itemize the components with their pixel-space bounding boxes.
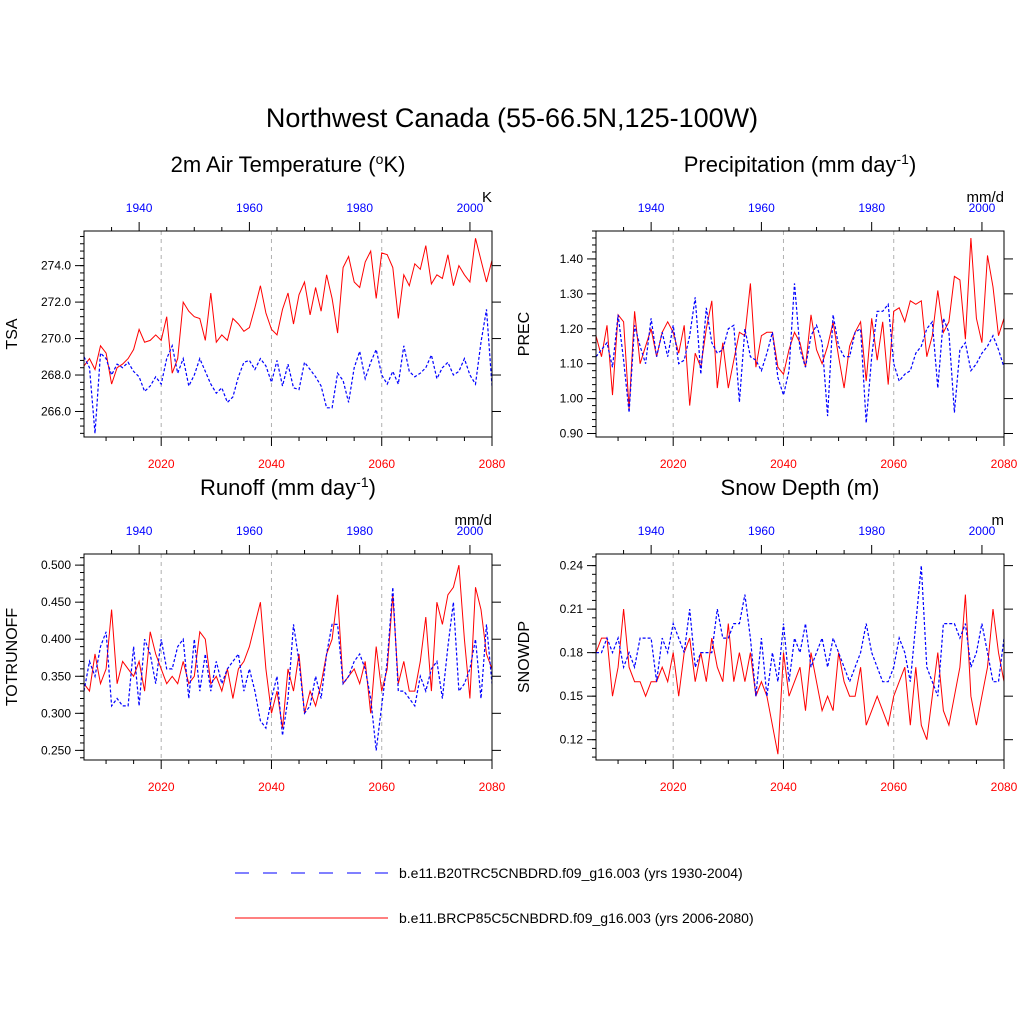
legend-historical-label: b.e11.B20TRC5CNBDRD.f09_g16.003 (yrs 193…: [399, 865, 743, 881]
panel-title-end: K): [383, 152, 405, 177]
x-top-tick-label-1960: 1960: [748, 524, 775, 538]
series-line-historical: [596, 565, 1004, 697]
series-line-historical: [596, 283, 1004, 424]
x-top-tick-label-1960: 1960: [748, 201, 775, 215]
panel-title-main: Snow Depth (m): [721, 475, 880, 500]
y-tick-label: 1.00: [560, 392, 584, 406]
x-top-tick-label-1960: 1960: [236, 524, 263, 538]
x-top-tick-label-1980: 1980: [346, 524, 373, 538]
panel-title-snow-depth: Snow Depth (m): [721, 475, 880, 500]
x-top-tick-label-1940: 1940: [126, 524, 153, 538]
panel-title-main: Precipitation (mm day: [684, 152, 897, 177]
panel-title-main: 2m Air Temperature (: [171, 152, 377, 177]
panel-snow-depth: Snow Depth (m) m SNOWDP 0.12 0.15 0.18 0.21 0.2…: [516, 475, 1018, 794]
panel-title-sup: o: [376, 151, 384, 167]
x-bottom-tick-label-2060: 2060: [368, 457, 395, 471]
panel-title-end: ): [369, 475, 376, 500]
y-tick-label: 266.0: [41, 404, 71, 418]
x-top-tick-label-1940: 1940: [638, 201, 665, 215]
y-tick-label: 0.350: [41, 669, 71, 683]
y-axis-label-precipitation: PREC: [516, 312, 533, 356]
y-tick-label: 272.0: [41, 295, 71, 309]
y-axis-label-temperature: TSA: [4, 318, 21, 349]
unit-label-temperature: K: [482, 189, 492, 206]
y-tick-label: 1.40: [560, 252, 584, 266]
y-tick-label: 1.10: [560, 357, 584, 371]
y-tick-label: 1.30: [560, 287, 584, 301]
y-tick-label: 0.400: [41, 632, 71, 646]
series-line-future: [596, 237, 1004, 410]
y-tick-label: 268.0: [41, 368, 71, 382]
y-tick-label: 0.90: [560, 427, 584, 441]
x-bottom-tick-label-2040: 2040: [258, 457, 285, 471]
series-line-historical: [84, 309, 492, 434]
x-bottom-tick-label-2080: 2080: [479, 780, 506, 794]
x-top-tick-label-2000: 2000: [457, 201, 484, 215]
x-top-tick-label-1960: 1960: [236, 201, 263, 215]
x-top-tick-label-1980: 1980: [858, 524, 885, 538]
panel-title-precipitation: Precipitation (mm day-1): [684, 151, 917, 177]
unit-label-precipitation: mm/d: [967, 189, 1005, 206]
y-tick-label: 274.0: [41, 259, 71, 273]
y-tick-label: 0.450: [41, 595, 71, 609]
x-top-tick-label-1940: 1940: [638, 524, 665, 538]
plot-frame-temperature: [83, 230, 493, 438]
y-tick-label: 1.20: [560, 322, 584, 336]
x-bottom-tick-label-2080: 2080: [991, 780, 1018, 794]
y-tick-label: 0.250: [41, 743, 71, 757]
x-top-tick-label-2000: 2000: [969, 524, 996, 538]
series-line-future: [84, 238, 492, 385]
x-bottom-tick-label-2080: 2080: [479, 457, 506, 471]
plot-frame-runoff: [83, 553, 493, 761]
x-top-tick-label-2000: 2000: [969, 201, 996, 215]
x-bottom-tick-label-2080: 2080: [991, 457, 1018, 471]
y-tick-label: 0.300: [41, 706, 71, 720]
series-line-future: [596, 594, 1004, 755]
panel-temperature: 2m Air Temperature (oK) K TSA 266.0 268.0 270…: [4, 151, 506, 471]
panel-title-main: Runoff (mm day: [200, 475, 356, 500]
panel-title-sup: -1: [356, 474, 369, 490]
panel-precipitation: Precipitation (mm day-1) mm/d PREC 0.90 1.00…: [516, 151, 1018, 471]
x-bottom-tick-label-2020: 2020: [660, 457, 687, 471]
x-top-tick-label-1980: 1980: [858, 201, 885, 215]
series-line-future: [84, 564, 492, 729]
y-tick-label: 0.18: [560, 646, 584, 660]
x-bottom-tick-label-2040: 2040: [770, 780, 797, 794]
legend: b.e11.B20TRC5CNBDRD.f09_g16.003 (yrs 193…: [235, 865, 754, 926]
x-bottom-tick-label-2060: 2060: [368, 780, 395, 794]
y-tick-label: 0.24: [560, 559, 584, 573]
panel-title-runoff: Runoff (mm day-1): [200, 474, 376, 500]
panel-title-temperature: 2m Air Temperature (oK): [171, 151, 406, 177]
y-tick-label: 270.0: [41, 332, 71, 346]
x-top-tick-label-1940: 1940: [126, 201, 153, 215]
unit-label-runoff: mm/d: [455, 512, 493, 529]
y-tick-label: 0.21: [560, 602, 584, 616]
x-top-tick-label-2000: 2000: [457, 524, 484, 538]
series-line-historical: [84, 587, 492, 751]
panel-runoff: Runoff (mm day-1) mm/d TOTRUNOFF 0.250 0.300…: [4, 474, 506, 794]
plot-frame-snow-depth: [595, 553, 1005, 761]
x-bottom-tick-label-2040: 2040: [258, 780, 285, 794]
panel-title-sup: -1: [896, 151, 909, 167]
figure-title: Northwest Canada (55-66.5N,125-100W): [266, 103, 758, 133]
x-bottom-tick-label-2060: 2060: [880, 780, 907, 794]
x-bottom-tick-label-2020: 2020: [148, 457, 175, 471]
x-bottom-tick-label-2040: 2040: [770, 457, 797, 471]
x-bottom-tick-label-2020: 2020: [660, 780, 687, 794]
y-tick-label: 0.12: [560, 733, 584, 747]
y-axis-label-runoff: TOTRUNOFF: [4, 608, 21, 707]
panels-container: 2m Air Temperature (oK) K TSA 266.0 268.0 270…: [4, 151, 1018, 794]
plot-frame-precipitation: [595, 230, 1005, 438]
x-top-tick-label-1980: 1980: [346, 201, 373, 215]
x-bottom-tick-label-2020: 2020: [148, 780, 175, 794]
panel-title-end: ): [909, 152, 916, 177]
unit-label-snow-depth: m: [992, 512, 1005, 529]
y-axis-label-snow-depth: SNOWDP: [516, 621, 533, 693]
x-bottom-tick-label-2060: 2060: [880, 457, 907, 471]
legend-future-label: b.e11.BRCP85C5CNBDRD.f09_g16.003 (yrs 20…: [399, 910, 754, 926]
y-tick-label: 0.15: [560, 689, 584, 703]
y-tick-label: 0.500: [41, 558, 71, 572]
